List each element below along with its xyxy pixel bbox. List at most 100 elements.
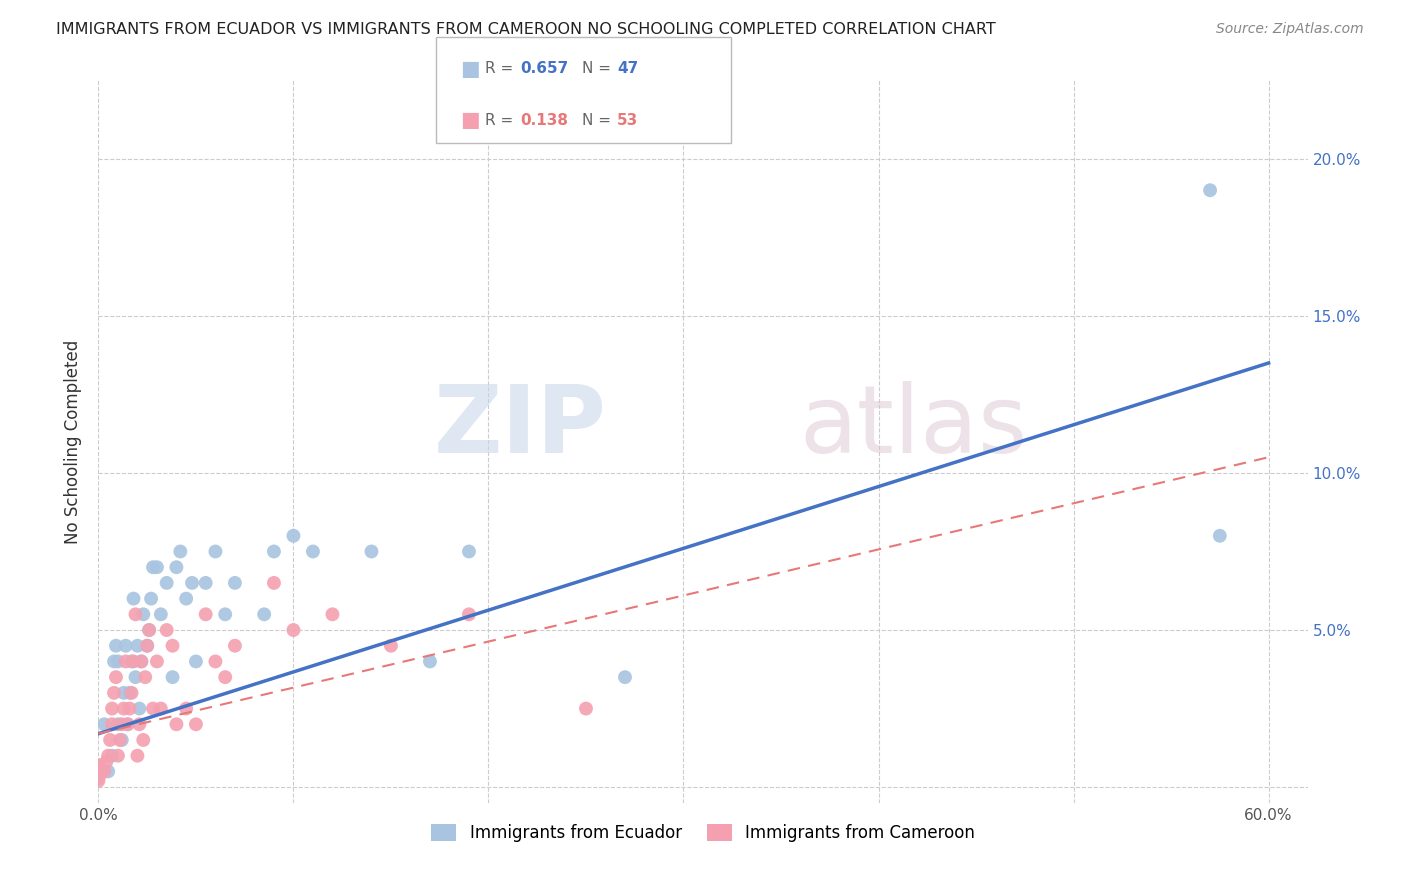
Point — [97, 748, 120, 763]
Point — [458, 607, 481, 622]
Point — [165, 717, 187, 731]
Point — [111, 717, 134, 731]
Point — [302, 544, 325, 558]
Point — [128, 717, 150, 731]
Point — [149, 607, 172, 622]
Point — [96, 755, 118, 769]
Point — [181, 575, 204, 590]
Text: ■: ■ — [460, 59, 479, 78]
Point — [111, 733, 134, 747]
Point — [101, 748, 124, 763]
Point — [142, 560, 165, 574]
Point — [87, 764, 110, 779]
Point — [169, 544, 191, 558]
Point — [575, 701, 598, 715]
Point — [114, 639, 136, 653]
Point — [132, 733, 155, 747]
Point — [194, 607, 217, 622]
Point — [108, 733, 131, 747]
Point — [184, 717, 207, 731]
Point — [118, 701, 141, 715]
Point — [224, 639, 246, 653]
Point — [87, 767, 110, 781]
Point — [93, 764, 115, 779]
Point — [253, 607, 276, 622]
Point — [174, 701, 197, 715]
Point — [114, 655, 136, 669]
Text: R =: R = — [485, 113, 519, 128]
Point — [127, 748, 149, 763]
Point — [458, 544, 481, 558]
Point — [103, 655, 125, 669]
Point — [131, 655, 153, 669]
Point — [138, 623, 160, 637]
Point — [122, 591, 145, 606]
Point — [131, 655, 153, 669]
Point — [87, 761, 110, 775]
Text: atlas: atlas — [800, 381, 1028, 473]
Point — [156, 575, 179, 590]
Point — [132, 607, 155, 622]
Text: R =: R = — [485, 62, 519, 76]
Point — [360, 544, 382, 558]
Point — [87, 771, 110, 785]
Point — [146, 560, 169, 574]
Point — [112, 701, 135, 715]
Point — [107, 748, 129, 763]
Point — [128, 701, 150, 715]
Point — [139, 591, 162, 606]
Point — [122, 655, 145, 669]
Point — [321, 607, 343, 622]
Point — [204, 544, 226, 558]
Point — [136, 639, 159, 653]
Point — [283, 529, 305, 543]
Point — [87, 758, 110, 772]
Point — [117, 717, 139, 731]
Point — [283, 623, 305, 637]
Point — [87, 773, 110, 788]
Point — [1209, 529, 1232, 543]
Point — [134, 670, 156, 684]
Point — [101, 701, 124, 715]
Text: N =: N = — [582, 62, 616, 76]
Point — [91, 764, 114, 779]
Point — [124, 670, 146, 684]
Text: 0.657: 0.657 — [520, 62, 568, 76]
Point — [87, 767, 110, 781]
Point — [165, 560, 187, 574]
Text: ■: ■ — [460, 111, 479, 130]
Text: 53: 53 — [617, 113, 638, 128]
Point — [162, 670, 184, 684]
Point — [98, 733, 121, 747]
Point — [162, 639, 184, 653]
Point — [146, 655, 169, 669]
Point — [93, 717, 115, 731]
Point — [104, 670, 127, 684]
Point — [87, 761, 110, 775]
Point — [112, 686, 135, 700]
Point — [214, 670, 236, 684]
Point — [263, 575, 285, 590]
Point — [121, 655, 143, 669]
Point — [138, 623, 160, 637]
Point — [97, 764, 120, 779]
Point — [263, 544, 285, 558]
Point — [124, 607, 146, 622]
Point — [156, 623, 179, 637]
Point — [107, 655, 129, 669]
Text: 47: 47 — [617, 62, 638, 76]
Point — [214, 607, 236, 622]
Point — [127, 639, 149, 653]
Point — [1199, 183, 1222, 197]
Point — [184, 655, 207, 669]
Point — [103, 686, 125, 700]
Point — [101, 717, 124, 731]
Point — [194, 575, 217, 590]
Point — [419, 655, 441, 669]
Text: Source: ZipAtlas.com: Source: ZipAtlas.com — [1216, 22, 1364, 37]
Point — [136, 639, 159, 653]
Point — [380, 639, 402, 653]
Text: IMMIGRANTS FROM ECUADOR VS IMMIGRANTS FROM CAMEROON NO SCHOOLING COMPLETED CORRE: IMMIGRANTS FROM ECUADOR VS IMMIGRANTS FR… — [56, 22, 995, 37]
Text: ZIP: ZIP — [433, 381, 606, 473]
Point — [87, 771, 110, 785]
